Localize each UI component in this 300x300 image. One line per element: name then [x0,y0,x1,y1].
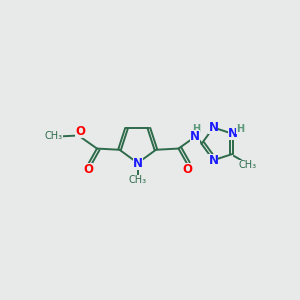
Text: O: O [75,125,85,138]
Text: H: H [236,124,244,134]
Text: CH₃: CH₃ [129,175,147,185]
Text: N: N [190,130,200,143]
Text: H: H [192,124,200,134]
Text: O: O [182,163,192,176]
Text: N: N [208,154,218,167]
Text: N: N [208,121,218,134]
Text: N: N [228,127,238,140]
Text: O: O [83,163,93,176]
Text: CH₃: CH₃ [238,160,256,170]
Text: CH₃: CH₃ [45,130,63,140]
Text: N: N [133,157,143,169]
